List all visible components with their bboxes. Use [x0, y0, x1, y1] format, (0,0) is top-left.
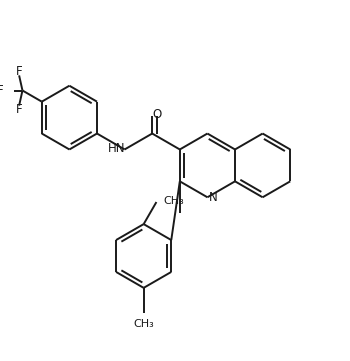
Text: HN: HN [107, 142, 125, 155]
Text: O: O [153, 108, 162, 121]
Text: F: F [16, 103, 22, 116]
Text: F: F [0, 84, 4, 97]
Text: CH₃: CH₃ [133, 319, 154, 329]
Text: CH₃: CH₃ [163, 196, 184, 206]
Text: F: F [16, 65, 22, 78]
Text: N: N [209, 191, 218, 204]
